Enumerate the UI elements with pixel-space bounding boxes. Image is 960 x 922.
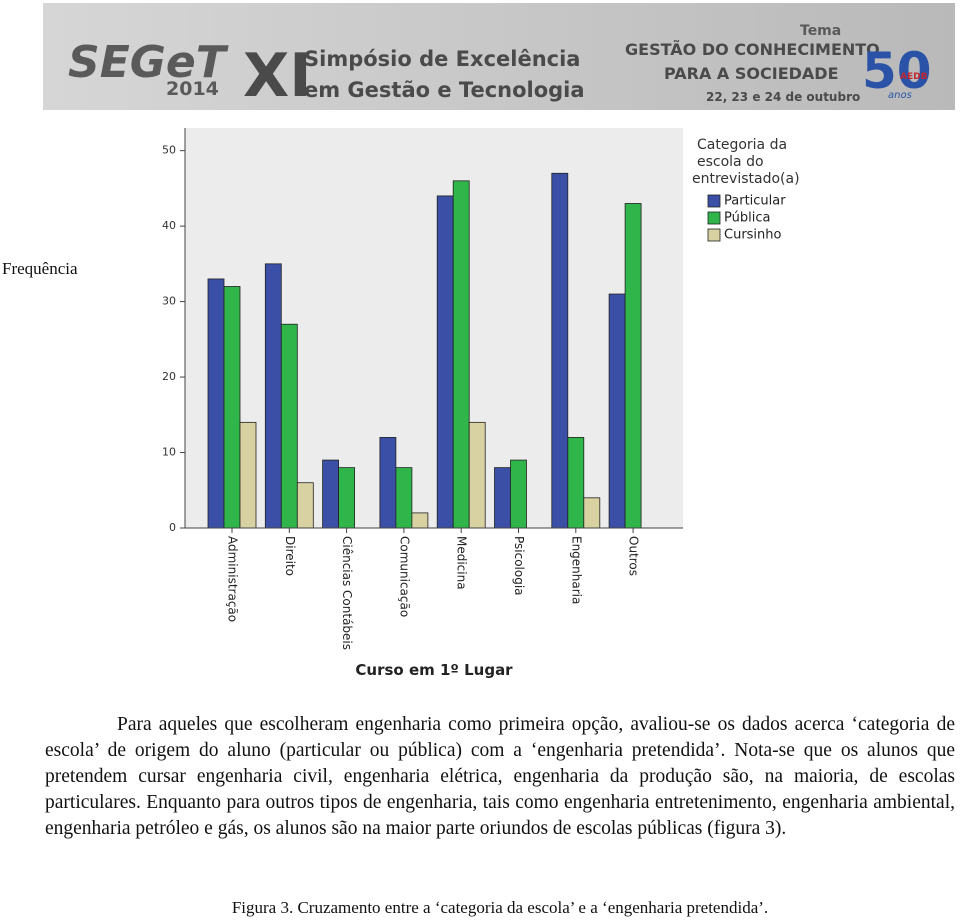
body-paragraph: Para aqueles que escolheram engenharia c… [45,714,955,839]
bar [395,467,413,529]
legend-swatch [707,228,721,242]
bar [436,195,454,529]
y-tick-label: 50 [162,144,176,157]
plot-area [185,128,683,528]
y-tick-label: 0 [169,521,176,534]
legend-title: entrevistado(a) [692,171,800,187]
legend-label: Particular [724,194,786,209]
bar [296,482,314,529]
banner [43,3,955,110]
bar [468,421,486,529]
y-tick-label: 30 [162,295,176,308]
bar [322,459,340,529]
x-tick-label: Direito [283,536,297,576]
y-tick-label: 10 [162,446,176,459]
bar [411,512,429,529]
legend-swatch [707,211,721,225]
figure-caption: Figura 3. Cruzamento entre a ‘categoria … [231,898,769,917]
bar [280,323,298,529]
bar [551,172,569,529]
theme: GESTÃO DO CONHECIMENTO [625,40,880,59]
bar [379,437,397,529]
legend-label: Pública [724,211,770,226]
x-axis-label: Curso em 1º Lugar [355,661,513,679]
bar [583,497,601,529]
legend-label: Cursinho [724,228,782,243]
legend-swatch [707,194,721,208]
dates: 22, 23 e 24 de outubro [706,90,860,104]
y-axis-label: Frequência [2,259,78,278]
x-tick-label: Outros [627,536,641,576]
x-tick-label: Ciências Contábeis [340,536,354,650]
event-line: em Gestão e Tecnologia [304,78,585,102]
theme-label: Tema [800,23,841,39]
x-tick-label: Psicologia [512,536,526,596]
bar [239,421,257,529]
x-tick-label: Comunicação [397,536,411,617]
brand: SEGeT [68,37,229,88]
bar [338,467,356,529]
bar [452,180,470,529]
bar [207,278,225,529]
bar [223,286,241,529]
y-tick-label: 20 [162,370,176,383]
bar [510,459,527,529]
bar [264,263,282,529]
bar [608,293,626,529]
y-tick-label: 40 [162,219,176,232]
legend-title: escola do [697,154,764,170]
bar [567,437,585,529]
edition: XI [243,41,312,111]
bar [494,467,511,529]
year: 2014 [166,78,219,100]
bar [624,203,642,529]
x-tick-label: Administração [226,536,240,622]
legend-title: Categoria da [697,137,787,153]
theme: PARA A SOCIEDADE [664,64,839,83]
x-tick-label: Medicina [455,536,469,590]
org: AEDB [900,72,928,82]
anniversary: 50 [862,42,932,100]
anniversary-unit: anos [888,90,912,101]
event-line: Simpósio de Excelência [304,47,580,71]
x-tick-label: Engenharia [569,536,583,604]
